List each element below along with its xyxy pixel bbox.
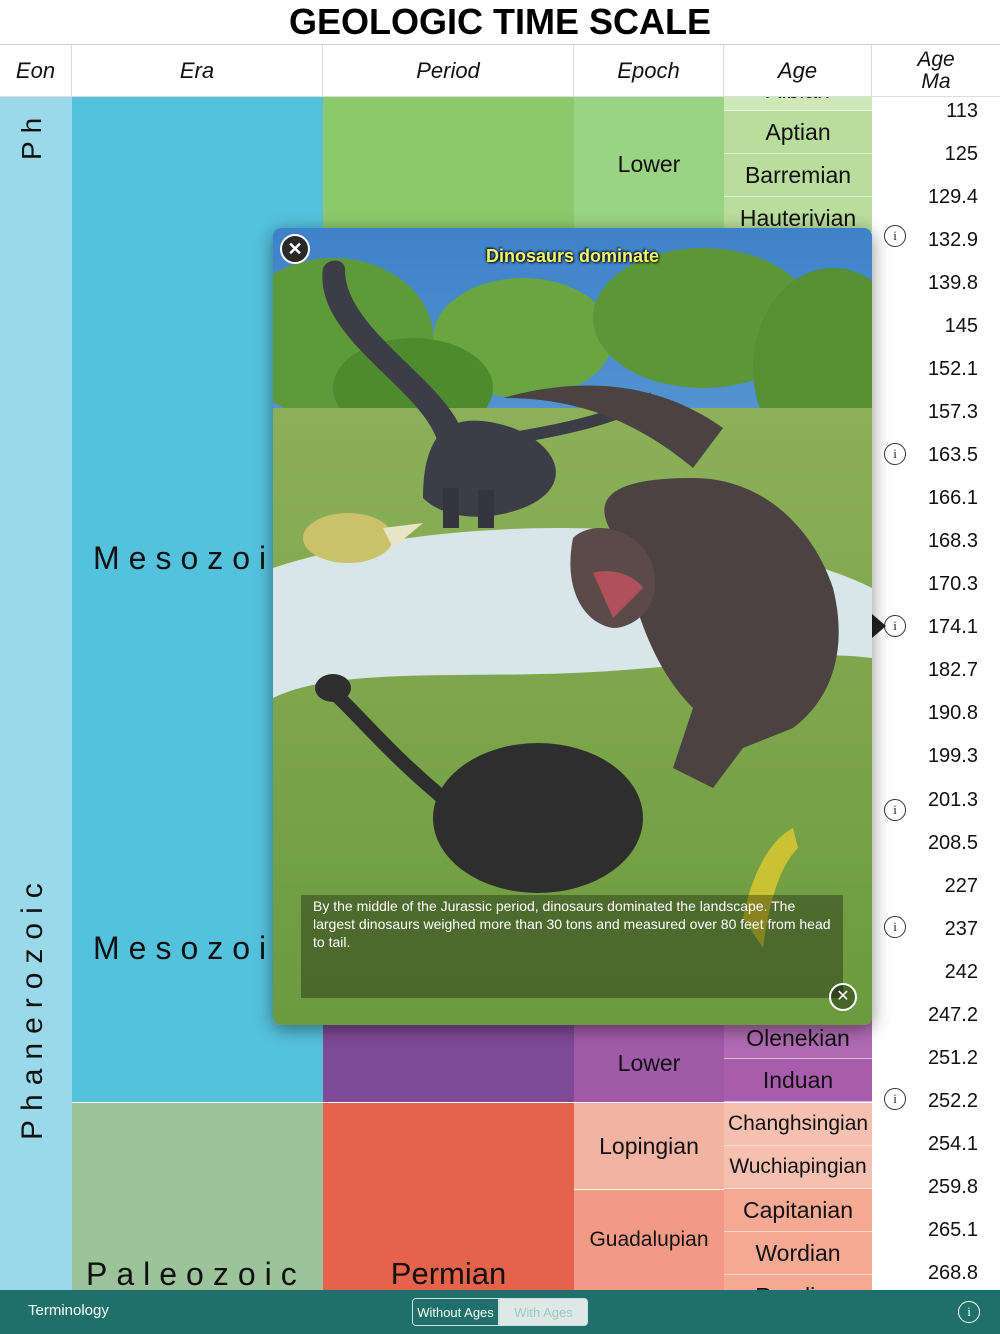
- age-capitanian[interactable]: Capitanian: [724, 1189, 872, 1232]
- header-era: Era: [72, 44, 323, 97]
- header-epoch: Epoch: [574, 44, 724, 97]
- epoch-lopingian[interactable]: Lopingian: [574, 1103, 724, 1189]
- ma-value: 227: [944, 875, 978, 897]
- caption-close-icon[interactable]: ✕: [829, 983, 857, 1011]
- age-aptian[interactable]: Aptian: [724, 111, 872, 154]
- header-age: Age: [724, 44, 872, 97]
- ma-value: 190.8: [927, 702, 978, 724]
- info-icon[interactable]: i: [884, 799, 906, 821]
- age-group-cretaceous: Albian Aptian Barremian Hauterivian: [724, 97, 872, 232]
- header-age-ma-top: Age: [917, 47, 955, 71]
- age-induan[interactable]: Induan: [724, 1059, 872, 1102]
- header-age-ma: Age Ma: [872, 44, 1000, 97]
- ma-value: 268.8: [927, 1262, 978, 1284]
- ma-value: 208.5: [927, 832, 978, 854]
- ma-value: 247.2: [927, 1004, 978, 1026]
- ma-value: 265.1: [927, 1219, 978, 1241]
- popup-title: Dinosaurs dominate: [485, 246, 660, 266]
- period-permian-label: Permian: [390, 1256, 507, 1291]
- eon-label: Phanerozoic: [16, 874, 49, 1140]
- info-icon[interactable]: i: [884, 225, 906, 247]
- dinosaur-popup: [273, 228, 872, 1025]
- popup-caption: By the middle of the Jurassic period, di…: [313, 898, 831, 950]
- ma-value: 199.3: [927, 745, 978, 767]
- epoch-guadalupian[interactable]: Guadalupian: [574, 1189, 724, 1290]
- info-icon[interactable]: i: [884, 615, 906, 637]
- ma-value: 113: [946, 100, 978, 122]
- ma-value: 251.2: [927, 1047, 978, 1069]
- age-wuchiapingian[interactable]: Wuchiapingian: [724, 1146, 872, 1189]
- page-title: GEOLOGIC TIME SCALE: [288, 1, 711, 42]
- info-icon[interactable]: i: [884, 1088, 906, 1110]
- eon-column[interactable]: [0, 97, 72, 1290]
- period-permian[interactable]: [323, 1103, 574, 1290]
- info-icon[interactable]: i: [958, 1301, 980, 1323]
- without-ages-tab[interactable]: Without Ages: [412, 1298, 499, 1326]
- age-roadian-clip: Roadian: [724, 1275, 872, 1290]
- ma-value: 166.1: [927, 487, 978, 509]
- close-icon[interactable]: ✕: [280, 234, 310, 264]
- eon-label-top: Ph: [16, 109, 47, 160]
- terminology-button[interactable]: Terminology: [28, 1302, 109, 1319]
- age-changhsingian[interactable]: Changhsingian: [724, 1103, 872, 1146]
- age-albian[interactable]: Albian: [724, 97, 872, 111]
- ma-value: 157.3: [927, 401, 978, 423]
- epoch-lower-triassic[interactable]: Lower: [574, 1025, 724, 1102]
- period-cretaceous[interactable]: [323, 97, 574, 232]
- ma-value: 237: [944, 918, 978, 940]
- ma-value: 252.2: [927, 1090, 978, 1112]
- ma-value: 129.4: [927, 186, 978, 208]
- ma-value: 168.3: [927, 530, 978, 552]
- ma-value: 132.9: [927, 229, 978, 251]
- ma-value: 254.1: [927, 1133, 978, 1155]
- ma-value: 174.1: [927, 616, 978, 638]
- header-period: Period: [323, 44, 574, 97]
- popup-pointer-arrow: [872, 614, 886, 638]
- ma-value: 125: [944, 143, 978, 165]
- era-mesozoic-label-2: Mesozoi: [93, 930, 276, 966]
- with-ages-tab[interactable]: With Ages: [499, 1298, 588, 1326]
- ma-value: 170.3: [927, 573, 978, 595]
- ma-value: 152.1: [927, 358, 978, 380]
- era-mesozoic-label-1: Mesozoi: [93, 540, 276, 576]
- era-paleozoic[interactable]: [72, 1103, 323, 1290]
- info-icon[interactable]: i: [884, 443, 906, 465]
- header-age-ma-bottom: Ma: [921, 69, 951, 93]
- ma-value: 139.8: [927, 272, 978, 294]
- age-wordian[interactable]: Wordian: [724, 1232, 872, 1275]
- era-paleozoic-label: Paleozoic: [86, 1256, 306, 1292]
- age-hauterivian[interactable]: Hauterivian: [724, 197, 872, 232]
- dinosaur-illustration: [273, 228, 872, 1025]
- ma-value: 259.8: [927, 1176, 978, 1198]
- age-barremian[interactable]: Barremian: [724, 154, 872, 197]
- ma-value: 242: [944, 961, 978, 983]
- ma-value: 201.3: [927, 789, 978, 811]
- ma-value: 145: [944, 315, 978, 337]
- age-roadian[interactable]: Roadian: [724, 1275, 872, 1290]
- header-eon: Eon: [0, 44, 72, 97]
- info-icon[interactable]: i: [884, 916, 906, 938]
- epoch-lower-cretaceous[interactable]: Lower: [574, 97, 724, 232]
- period-triassic[interactable]: [323, 1025, 574, 1102]
- ma-value: 163.5: [927, 444, 978, 466]
- ma-value: 182.7: [927, 659, 978, 681]
